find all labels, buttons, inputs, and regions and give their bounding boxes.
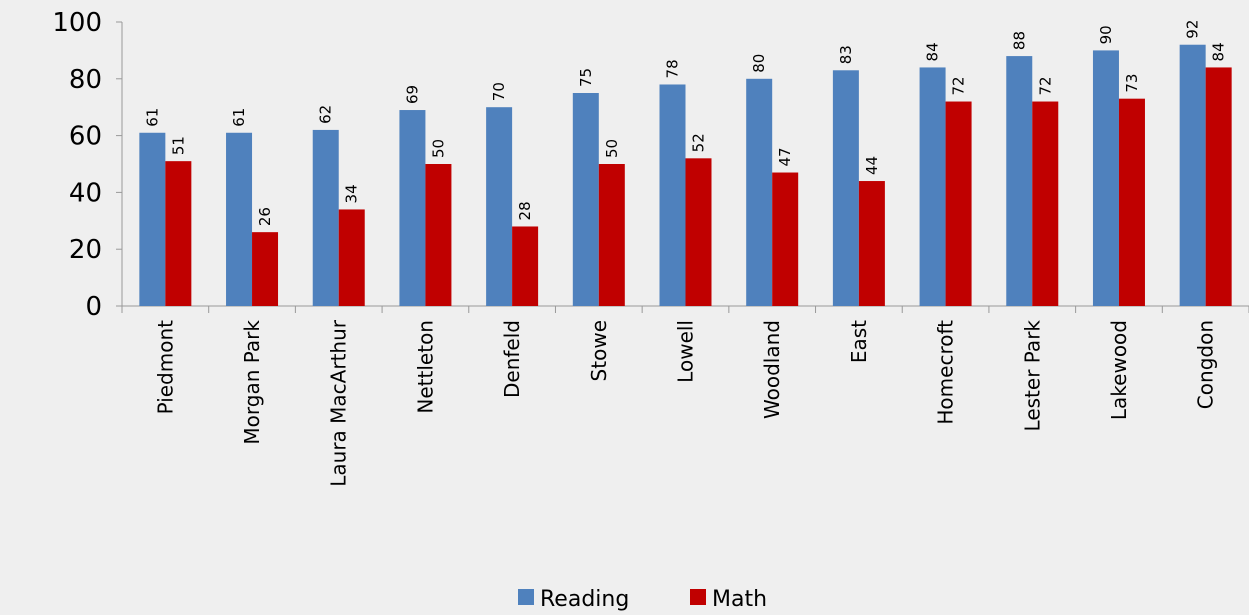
x-tick-label: East — [847, 320, 871, 363]
value-label: 80 — [750, 54, 768, 73]
value-label: 78 — [664, 59, 682, 78]
x-tick-label: Lester Park — [1020, 320, 1044, 432]
value-label: 72 — [950, 76, 968, 95]
value-label: 70 — [490, 82, 508, 101]
bar — [252, 232, 279, 306]
bar — [425, 164, 452, 306]
bar — [746, 78, 773, 306]
legend-swatch — [690, 589, 706, 605]
bar — [572, 93, 599, 306]
bar — [685, 158, 712, 306]
x-tick-label: Congdon — [1194, 320, 1218, 409]
value-label: 34 — [343, 184, 361, 203]
bar — [139, 132, 166, 306]
y-tick-label: 60 — [69, 122, 102, 152]
bar — [1205, 67, 1232, 306]
bar — [1179, 44, 1206, 306]
x-tick-label: Piedmont — [153, 320, 177, 415]
y-tick-label: 100 — [52, 8, 102, 38]
value-label: 47 — [776, 147, 794, 166]
bar — [226, 132, 253, 306]
value-label: 90 — [1097, 25, 1115, 44]
bar — [486, 107, 513, 306]
bar — [1092, 50, 1119, 307]
x-tick-label: Homecroft — [934, 320, 958, 425]
y-tick-label: 0 — [85, 292, 102, 322]
value-label: 28 — [516, 201, 534, 220]
value-label: 61 — [230, 108, 248, 127]
x-tick-label: Laura MacArthur — [327, 319, 351, 487]
bar — [1118, 98, 1145, 307]
x-tick-label: Lowell — [674, 320, 698, 383]
bar — [772, 172, 799, 306]
bar — [1006, 56, 1033, 306]
bar — [312, 129, 339, 306]
value-label: 51 — [169, 136, 187, 155]
x-tick-label: Lakewood — [1107, 320, 1131, 420]
value-label: 88 — [1010, 31, 1028, 50]
bar — [1032, 101, 1059, 307]
y-tick-label: 20 — [69, 235, 102, 265]
x-tick-label: Morgan Park — [240, 320, 264, 445]
value-label: 44 — [863, 156, 881, 175]
x-tick-label: Stowe — [587, 320, 611, 381]
value-label: 72 — [1036, 76, 1054, 95]
y-tick-label: 80 — [69, 65, 102, 95]
bar — [832, 70, 859, 306]
x-tick-label: Woodland — [760, 320, 784, 419]
bar — [512, 226, 539, 306]
bar — [919, 67, 946, 306]
value-label: 50 — [603, 139, 621, 158]
y-tick-label: 40 — [69, 178, 102, 208]
bar — [945, 101, 972, 307]
bar — [165, 161, 192, 306]
x-tick-label: Nettleton — [413, 320, 437, 414]
value-label: 84 — [924, 42, 942, 61]
bar — [659, 84, 686, 306]
bar — [598, 164, 625, 306]
legend-label: Reading — [540, 587, 629, 612]
bar — [399, 110, 426, 306]
bar — [858, 181, 885, 306]
bar — [338, 209, 365, 306]
value-label: 50 — [429, 139, 447, 158]
value-label: 75 — [577, 68, 595, 87]
value-label: 52 — [690, 133, 708, 152]
value-label: 26 — [256, 207, 274, 226]
x-tick-label: Denfeld — [500, 320, 524, 398]
value-label: 84 — [1210, 42, 1228, 61]
value-label: 83 — [837, 45, 855, 64]
value-label: 69 — [403, 85, 421, 104]
legend-label: Math — [712, 587, 767, 612]
value-label: 62 — [317, 105, 335, 124]
value-label: 92 — [1184, 20, 1202, 39]
value-label: 73 — [1123, 74, 1141, 93]
value-label: 61 — [143, 108, 161, 127]
legend-swatch — [518, 589, 534, 605]
